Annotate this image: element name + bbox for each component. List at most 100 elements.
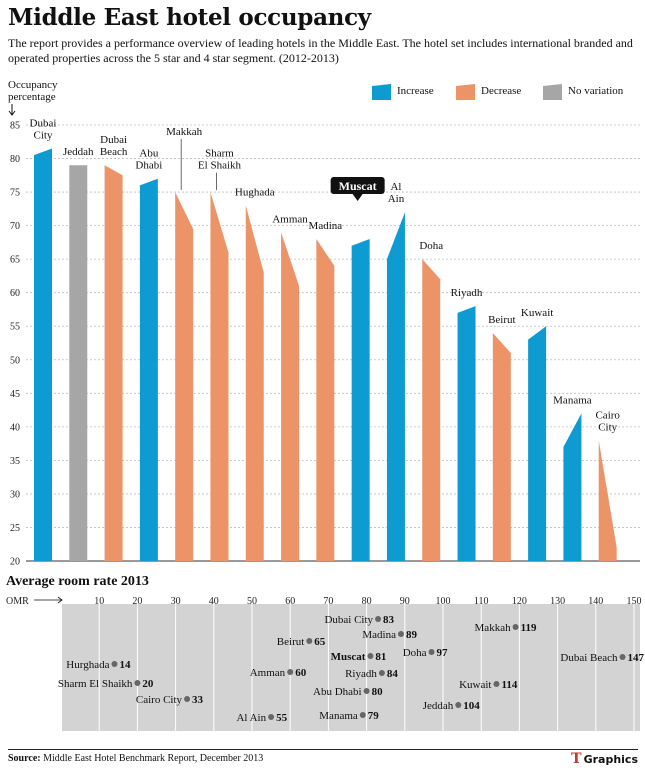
rate-tick-label: 120 [512, 596, 527, 607]
rate-point-label: Muscat [331, 651, 366, 663]
bar-sharm-el-shaikh [210, 192, 229, 562]
bar-label: Hughada [235, 186, 275, 198]
bar-abu-dhabi [139, 178, 158, 561]
rate-point-label: Doha [403, 647, 427, 659]
rate-point-value: 55 [276, 712, 288, 724]
rate-point-label: Makkah [475, 622, 512, 634]
callout-box [330, 177, 385, 195]
rate-points-group: Hurghada 14 Sharm El Shaikh 20 Cairo City 33 A… [58, 614, 645, 724]
brand-mark-icon: T [571, 751, 582, 767]
rate-point [397, 631, 404, 637]
legend-swatch-no_variation [543, 84, 562, 100]
rate-point [134, 680, 141, 686]
bar-label: Sharm El Shaikh [198, 148, 242, 172]
rate-point-value: 14 [119, 659, 131, 671]
bar-dubai-beach [104, 165, 123, 561]
legend-label-no_variation: No variation [568, 85, 624, 97]
bar-dubai-city [34, 148, 52, 561]
rate-point-value: 147 [628, 652, 645, 664]
bar-label: Dubai Beach [100, 134, 128, 158]
rate-point [111, 661, 118, 667]
y-tick-label: 85 [10, 121, 20, 132]
y-tick-label: 70 [10, 221, 20, 232]
legend-label-decrease: Decrease [481, 85, 521, 97]
rate-point-label: Abu Dhabi [313, 686, 362, 698]
rate-tick-label: 40 [209, 596, 219, 607]
bar-label: Dubai City [30, 117, 57, 141]
bar-label: Kuwait [521, 307, 553, 319]
rate-point [512, 624, 519, 630]
rate-point [287, 669, 294, 675]
rate-point [375, 616, 382, 622]
y-tick-label: 20 [10, 557, 20, 568]
rate-point-label: Al Ain [236, 712, 266, 724]
rate-tick-label: 90 [400, 596, 410, 607]
y-tick-label: 30 [10, 489, 20, 500]
page-title: Middle East hotel occupancy [8, 4, 371, 31]
y-tick-label: 50 [10, 355, 20, 366]
source-text: Middle East Hotel Benchmark Report, Dece… [43, 753, 264, 764]
callout-pointer-icon [352, 194, 363, 202]
bar-cairo-city [598, 440, 617, 561]
y-tick-label: 40 [10, 422, 20, 433]
bar-label: Madina [309, 220, 343, 232]
source-key: Source: [8, 753, 41, 764]
y-tick-label: 80 [10, 154, 20, 165]
rate-axis-label: OMR [6, 596, 29, 607]
rate-point-label: Beirut [277, 636, 305, 648]
rate-panel [62, 604, 640, 731]
rate-point-value: 33 [192, 694, 204, 706]
bar-kuwait [528, 326, 547, 561]
rate-tick-label: 80 [362, 596, 372, 607]
bar-amman [281, 232, 300, 562]
rate-point-label: Riyadh [345, 668, 377, 680]
legend-swatch-decrease [456, 84, 475, 100]
rate-point-value: 79 [368, 710, 380, 722]
y-tick-label: 25 [10, 523, 20, 534]
rate-tick-label: 100 [436, 596, 451, 607]
rate-point [493, 681, 500, 687]
rate-point-label: Amman [250, 667, 286, 679]
rate-point-label: Madina [362, 629, 396, 641]
rate-point-value: 80 [372, 686, 384, 698]
bar-label: Muscat [339, 179, 377, 193]
rate-point-label: Cairo City [136, 694, 183, 706]
rate-title: Average room rate 2013 [6, 574, 149, 589]
rate-point-value: 97 [437, 647, 449, 659]
rate-tick-label: 20 [132, 596, 142, 607]
rate-point [619, 654, 626, 660]
y-axis-arrow-icon [8, 104, 16, 116]
bar-manama [563, 413, 582, 561]
rate-axis-arrow-icon [34, 596, 63, 604]
rate-point [378, 670, 385, 676]
rate-point-label: Hurghada [66, 659, 109, 671]
y-tick-label: 60 [10, 288, 20, 299]
rate-point-value: 20 [142, 678, 154, 690]
rate-point-value: 60 [295, 667, 307, 679]
bar-label: Abu Dhabi [135, 148, 162, 172]
rate-point [363, 688, 370, 694]
rate-tick-label: 130 [550, 596, 565, 607]
bar-label: Jeddah [63, 146, 94, 158]
rate-point [455, 702, 462, 708]
rate-tick-label: 110 [474, 596, 489, 607]
footer: Source: Middle East Hotel Benchmark Repo… [8, 749, 638, 768]
rate-tick-label: 60 [285, 596, 295, 607]
rate-point-value: 81 [375, 651, 386, 663]
bar-label: Riyadh [451, 287, 483, 299]
bar-jeddah [69, 165, 88, 561]
bar-beirut [492, 332, 511, 561]
brand-label: Graphics [583, 753, 638, 766]
rate-tick-label: 10 [94, 596, 104, 607]
rate-point-label: Manama [319, 710, 358, 722]
legend-swatch-increase [372, 84, 391, 100]
rate-point-value: 89 [406, 629, 418, 641]
bars-group: Dubai City Jeddah Dubai Beach Abu Dhabi Makkah S… [30, 117, 620, 562]
rate-point-label: Dubai Beach [560, 652, 618, 664]
y-axis-label-line-1: Occupancy [8, 79, 58, 91]
bar-makkah [175, 192, 194, 562]
rate-point [268, 714, 275, 720]
rate-point-label: Jeddah [423, 700, 454, 712]
rate-point [428, 649, 435, 655]
rate-point-value: 104 [463, 700, 480, 712]
